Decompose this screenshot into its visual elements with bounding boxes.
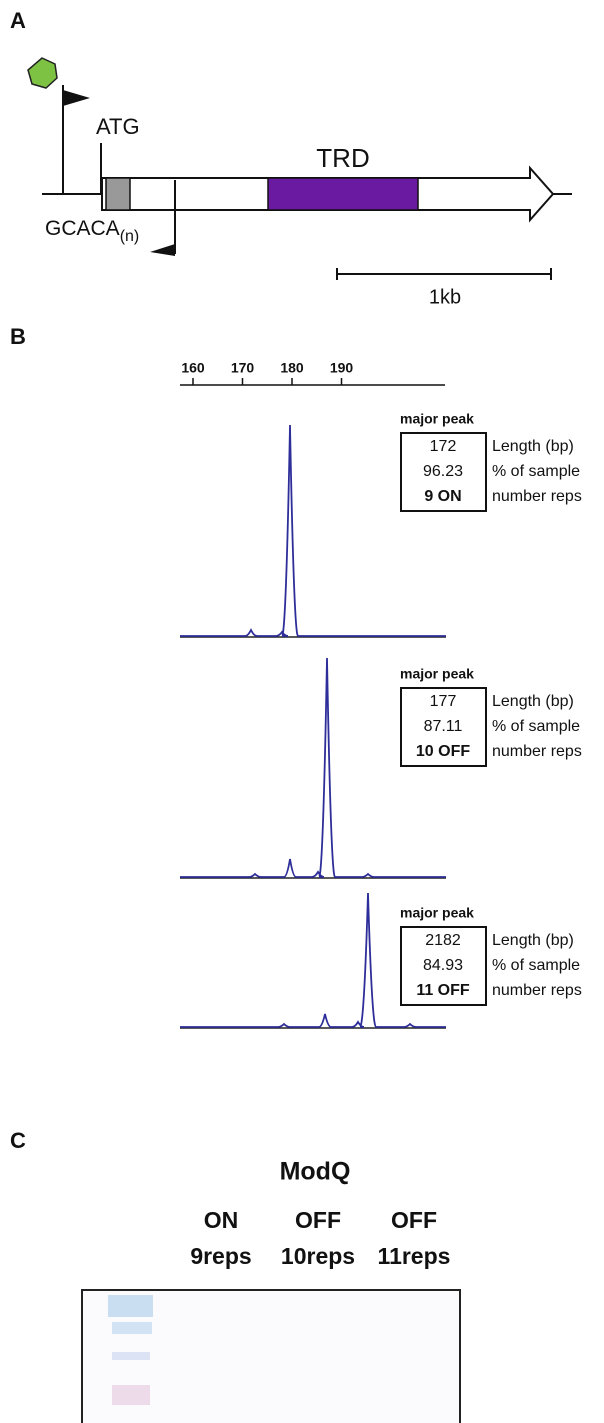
row-label: number reps	[492, 982, 582, 999]
row-label: Length (bp)	[492, 932, 574, 949]
row-label: Length (bp)	[492, 438, 574, 455]
ladder-band	[112, 1322, 152, 1334]
figure: A ATG TRD GCACA(n) 1kb B 160 170 180 190 ma…	[0, 0, 604, 1423]
peak-percent: 87.11	[424, 718, 463, 735]
peak-header: major peak	[400, 666, 474, 682]
panel-label: A	[10, 8, 26, 33]
ladder-band	[112, 1385, 150, 1405]
axis-tick-label: 180	[280, 360, 304, 376]
repeat-subscript: (n)	[120, 228, 140, 245]
row-label: % of sample	[492, 463, 580, 480]
axis-tick-label: 170	[231, 360, 255, 376]
page: A ATG TRD GCACA(n) 1kb B 160 170 180 190 ma…	[0, 0, 604, 1423]
lanes: ON 9reps OFF 10reps OFF 11reps	[190, 1207, 450, 1269]
trd-label: TRD	[316, 143, 369, 173]
peak-length: 2182	[425, 932, 461, 949]
trace	[180, 425, 446, 636]
row-label: % of sample	[492, 718, 580, 735]
peak-reps: 9 ON	[424, 488, 461, 505]
ladder-band	[108, 1295, 153, 1317]
lane-state: ON	[204, 1207, 239, 1233]
repeat-box	[106, 178, 130, 210]
peak-length: 177	[430, 693, 457, 710]
panel-label: C	[10, 1128, 26, 1153]
peak-length: 172	[430, 438, 457, 455]
promoter-flag	[63, 90, 90, 106]
ladder-band	[112, 1352, 150, 1360]
gel-title: ModQ	[280, 1158, 351, 1186]
axis-tick-label: 160	[181, 360, 205, 376]
lane-reps: 10reps	[281, 1243, 355, 1269]
reverse-flag	[150, 244, 175, 256]
axis-ticks: 160 170 180 190	[181, 360, 353, 385]
peak-header: major peak	[400, 411, 474, 427]
repeat-text: GCACA	[45, 217, 120, 240]
trd-domain	[268, 178, 418, 210]
panel-label: B	[10, 324, 26, 349]
peak-reps: 10 OFF	[416, 743, 470, 760]
repeat-label: GCACA(n)	[45, 217, 139, 246]
lane-reps: 11reps	[378, 1243, 451, 1269]
lane-state: OFF	[391, 1207, 437, 1233]
scale-label: 1kb	[429, 286, 461, 308]
axis-tick-label: 190	[330, 360, 354, 376]
row-label: number reps	[492, 743, 582, 760]
peak-header: major peak	[400, 905, 474, 921]
row-label: % of sample	[492, 957, 580, 974]
methyl-hexagon	[28, 58, 57, 88]
peak-percent: 96.23	[423, 463, 463, 480]
lane-state: OFF	[295, 1207, 341, 1233]
lane-reps: 9reps	[190, 1243, 251, 1269]
row-label: number reps	[492, 488, 582, 505]
trace	[180, 658, 446, 877]
atg-label: ATG	[96, 114, 140, 139]
traces: major peak 172 Length (bp) 96.23 % of sample…	[180, 411, 582, 1028]
row-label: Length (bp)	[492, 693, 574, 710]
peak-reps: 11 OFF	[416, 982, 470, 999]
peak-percent: 84.93	[423, 957, 463, 974]
